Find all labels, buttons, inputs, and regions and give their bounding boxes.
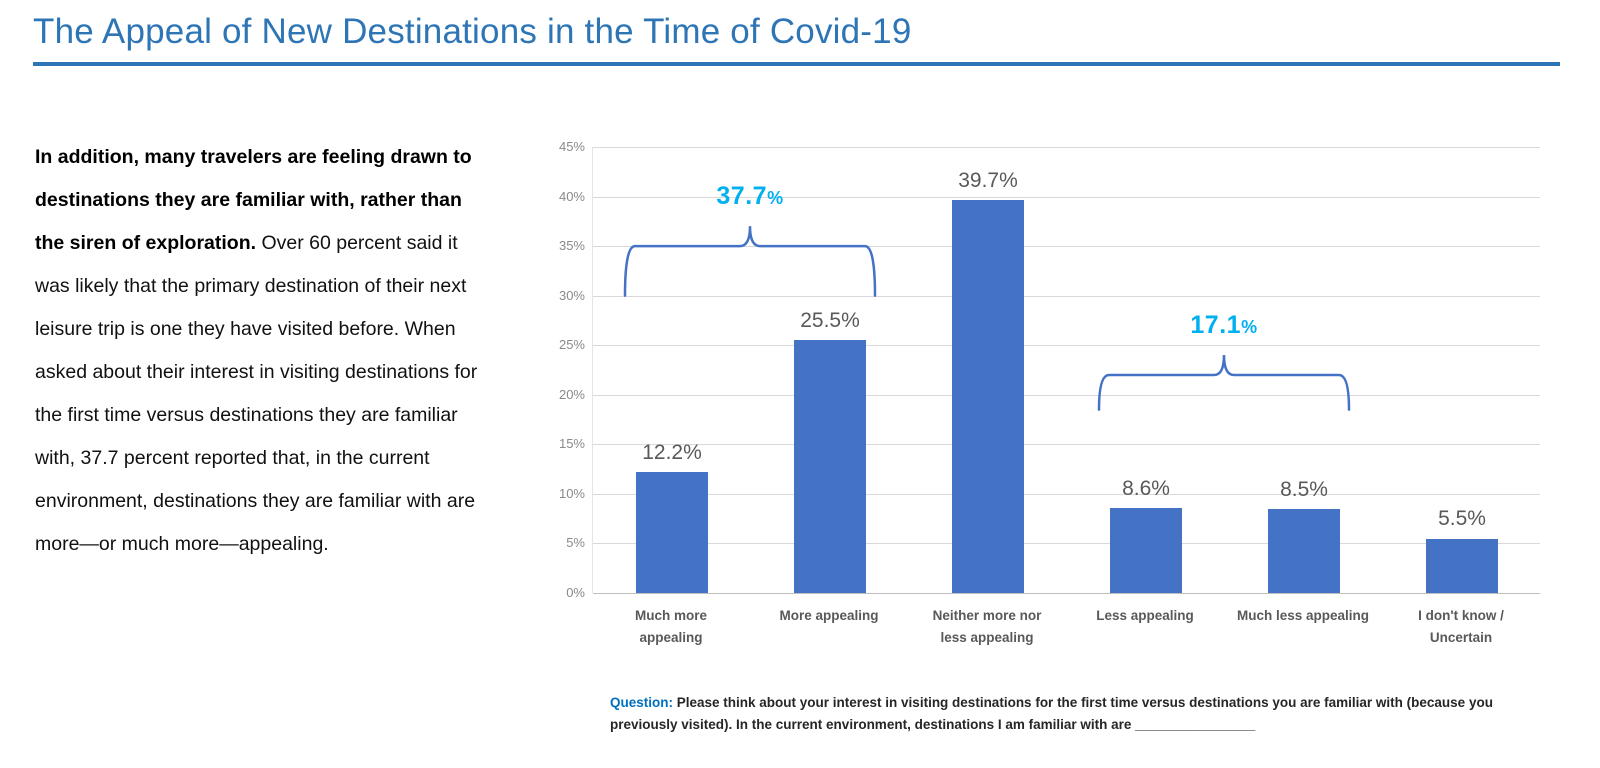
question-label: Question: bbox=[610, 695, 673, 710]
gridline bbox=[593, 394, 1540, 396]
commentary-regular-text: Over 60 percent said it was likely that … bbox=[35, 232, 478, 555]
bar-value-label: 5.5% bbox=[1438, 507, 1486, 531]
gridline bbox=[593, 196, 1540, 198]
y-axis-tick-label: 45% bbox=[558, 139, 585, 154]
gridline bbox=[593, 147, 1540, 148]
brace-value-label: 37.7% bbox=[670, 182, 830, 211]
brace-value-label: 17.1% bbox=[1144, 311, 1304, 340]
category-label-line: Much less appealing bbox=[1236, 608, 1370, 623]
plot-area: 12.2% 25.5% 39.7% 8.6% 8.5% 5.5% bbox=[592, 147, 1540, 594]
brace-value-number: 17.1 bbox=[1190, 310, 1242, 339]
title-divider bbox=[33, 62, 1560, 66]
bar-value-label: 12.2% bbox=[642, 441, 702, 465]
x-axis-category-label: Much less appealing bbox=[1224, 605, 1382, 627]
page-title: The Appeal of New Destinations in the Ti… bbox=[33, 12, 912, 51]
bar bbox=[794, 340, 866, 593]
bar-value-label: 25.5% bbox=[800, 309, 860, 333]
y-axis-tick-label: 10% bbox=[558, 485, 585, 501]
brace-value-percent-sign: % bbox=[767, 188, 784, 209]
gridline bbox=[593, 543, 1540, 545]
gridline bbox=[593, 246, 1540, 248]
y-axis-tick-label: 40% bbox=[558, 188, 585, 204]
category-label-line: less appealing bbox=[940, 629, 1034, 645]
y-axis-tick-label: 15% bbox=[558, 436, 585, 452]
x-axis-category-label: More appealing bbox=[750, 605, 908, 627]
x-axis-category-label: Much more appealing bbox=[592, 605, 750, 648]
brace-value-number: 37.7 bbox=[716, 182, 768, 211]
bar-chart: 12.2% 25.5% 39.7% 8.6% 8.5% 5.5% 0% 5% 10% 15% 20… bbox=[555, 130, 1545, 670]
gridline bbox=[593, 444, 1540, 446]
category-label-line: Uncertain bbox=[1429, 629, 1493, 645]
gridline bbox=[593, 593, 1540, 594]
bar-value-label: 8.5% bbox=[1280, 477, 1328, 501]
y-axis-tick-label: 30% bbox=[558, 287, 585, 303]
y-axis-tick-label: 25% bbox=[558, 337, 585, 353]
y-axis-tick-label: 35% bbox=[558, 238, 585, 254]
y-axis-tick-label: 20% bbox=[558, 386, 585, 402]
brace-value-percent-sign: % bbox=[1241, 316, 1258, 337]
bar bbox=[1110, 507, 1182, 593]
question-text: Please think about your interest in visi… bbox=[610, 695, 1493, 732]
question-note: Question: Please think about your intere… bbox=[610, 692, 1538, 736]
category-label-line: Less appealing bbox=[1096, 608, 1194, 623]
category-label-line: Much more bbox=[634, 608, 707, 623]
bar bbox=[1426, 538, 1498, 593]
gridline bbox=[593, 493, 1540, 495]
bar bbox=[636, 472, 708, 593]
x-axis-category-label: Neither more nor less appealing bbox=[908, 605, 1066, 648]
gridline bbox=[593, 295, 1540, 297]
y-axis-tick-label: 0% bbox=[566, 585, 585, 600]
bar-value-label: 8.6% bbox=[1122, 476, 1170, 500]
category-label-line: I don't know / bbox=[1418, 608, 1504, 623]
bar bbox=[1268, 508, 1340, 593]
bar bbox=[952, 199, 1024, 593]
gridline bbox=[593, 345, 1540, 347]
category-label-line: appealing bbox=[639, 629, 703, 645]
bar-value-label: 39.7% bbox=[958, 168, 1018, 192]
x-axis-category-label: Less appealing bbox=[1066, 605, 1224, 627]
y-axis-tick-label: 5% bbox=[566, 535, 585, 551]
commentary-bold-text: In addition, many travelers are feeling … bbox=[35, 146, 472, 254]
category-label-line: Neither more nor bbox=[932, 608, 1042, 623]
category-label-line: More appealing bbox=[779, 608, 879, 623]
commentary-text: In addition, many travelers are feeling … bbox=[35, 136, 485, 566]
x-axis-category-label: I don't know / Uncertain bbox=[1382, 605, 1540, 648]
